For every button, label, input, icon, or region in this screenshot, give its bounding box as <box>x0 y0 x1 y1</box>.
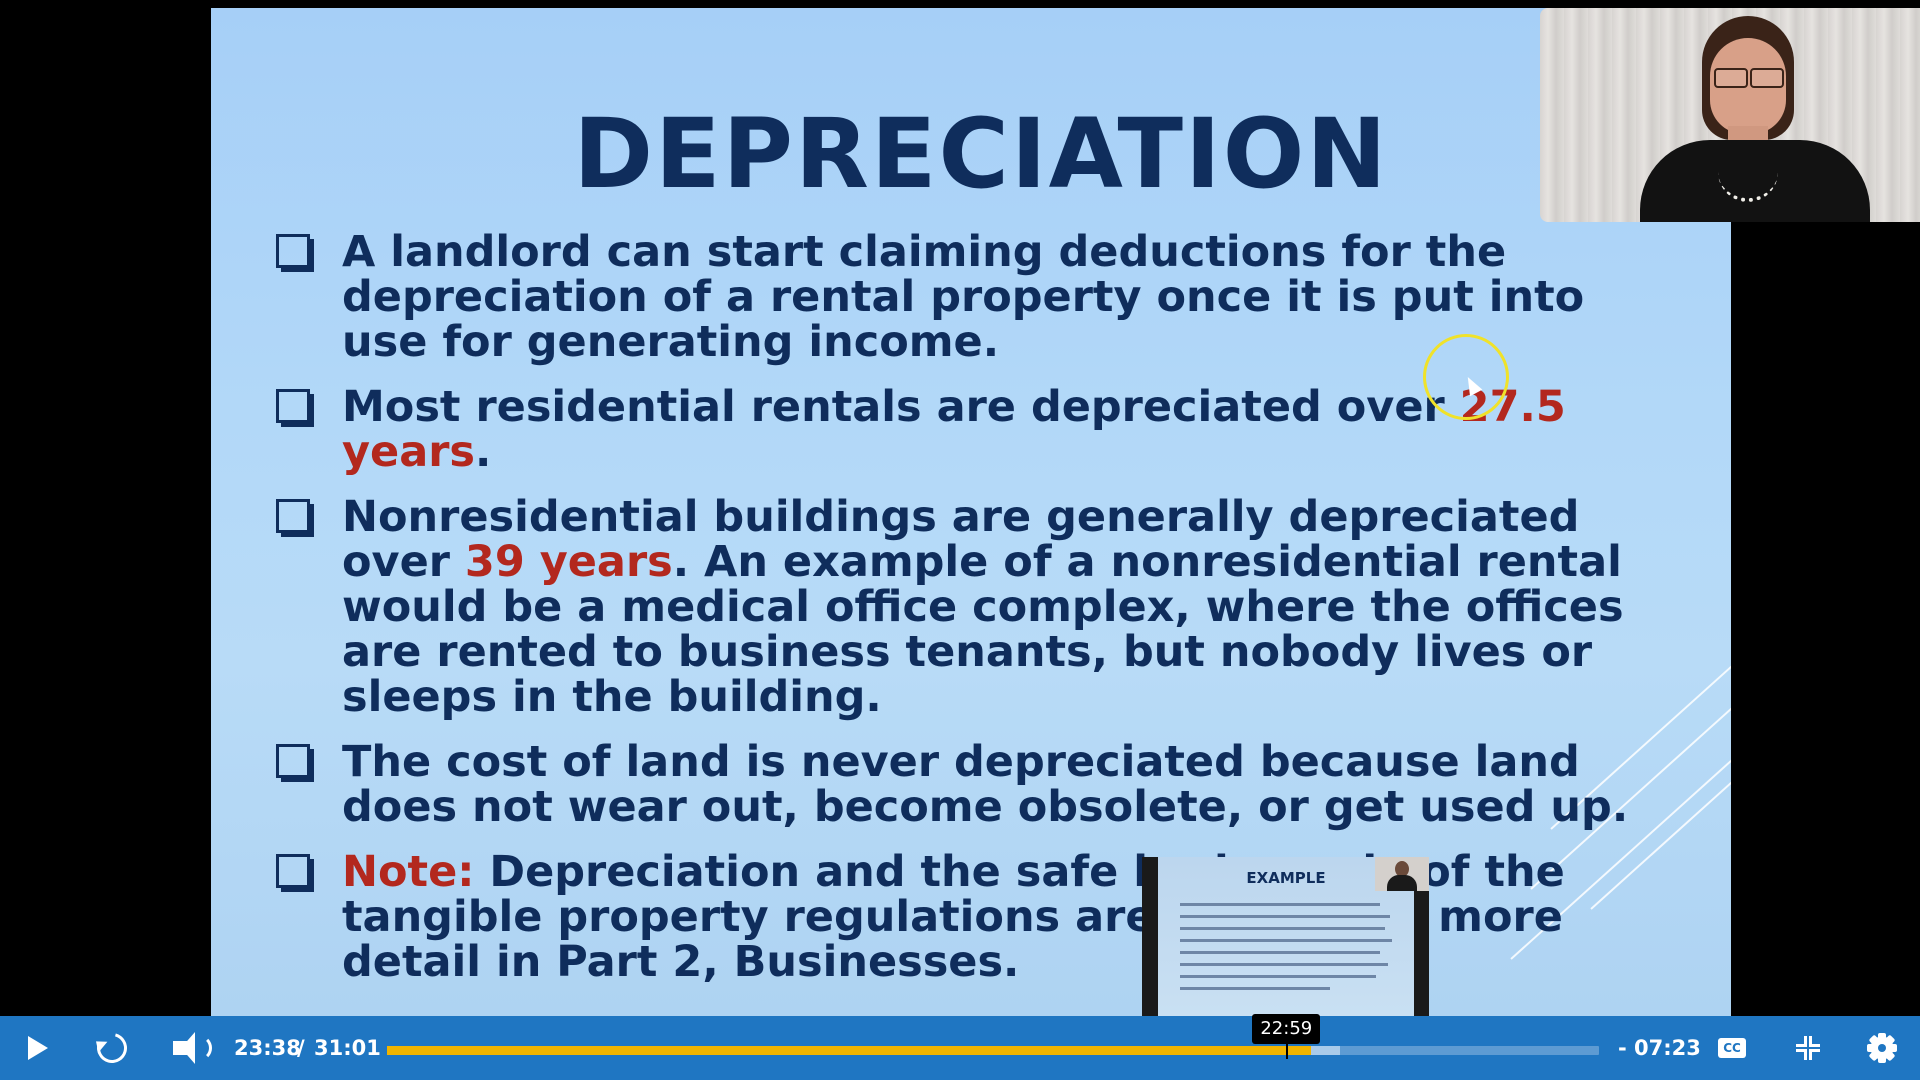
preview-title: EXAMPLE <box>1246 869 1326 887</box>
seek-hover-time: 22:59 <box>1252 1014 1321 1044</box>
seek-bar[interactable] <box>387 1042 1599 1059</box>
total-time: 31:01 <box>314 1036 381 1060</box>
bullet-item: A landlord can start claiming deductions… <box>276 230 1676 365</box>
closed-captions-icon: CC <box>1718 1038 1746 1058</box>
seek-hover-marker <box>1286 1042 1289 1059</box>
bullet-item: Most residential rentals are depreciated… <box>276 385 1676 475</box>
captions-button[interactable]: CC <box>1700 1016 1764 1080</box>
bullet-item: Note: Depreciation and the safe harbor r… <box>276 850 1676 985</box>
volume-waves-icon <box>199 1035 212 1061</box>
bullet-text: Nonresidential buildings are generally d… <box>342 492 1580 587</box>
bullet-text: . An example of a nonresidential rental … <box>342 537 1624 722</box>
bullet-text: Most residential rentals are depreciated… <box>342 382 1460 432</box>
bullet-text: A landlord can start claiming deductions… <box>342 227 1585 367</box>
exit-fullscreen-icon <box>1796 1036 1820 1060</box>
video-stage[interactable]: DEPRECIATION A landlord can start claimi… <box>0 0 1920 1016</box>
remaining-time: - 07:23 <box>1618 1036 1701 1060</box>
checkbox-bullet-icon <box>276 389 314 427</box>
preview-webcam <box>1375 857 1429 891</box>
checkbox-bullet-icon <box>276 744 314 782</box>
volume-button[interactable] <box>150 1016 222 1080</box>
checkbox-bullet-icon <box>276 854 314 892</box>
exit-fullscreen-button[interactable] <box>1776 1016 1840 1080</box>
gear-icon <box>1867 1033 1897 1063</box>
play-icon <box>28 1036 48 1060</box>
replay-button[interactable] <box>76 1016 148 1080</box>
checkbox-bullet-icon <box>276 234 314 272</box>
replay-icon <box>91 1027 133 1069</box>
bullet-item: Nonresidential buildings are generally d… <box>276 495 1676 720</box>
volume-icon <box>172 1032 195 1064</box>
play-button[interactable] <box>0 1016 76 1080</box>
time-separator: / <box>297 1036 305 1060</box>
bullet-text: . <box>475 427 492 477</box>
slide-title: DEPRECIATION <box>573 98 1389 210</box>
bullet-list: A landlord can start claiming deductions… <box>276 230 1676 985</box>
highlighted-text: Note: <box>342 847 475 897</box>
presentation-slide: DEPRECIATION A landlord can start claimi… <box>211 8 1731 1016</box>
cursor-highlight-ring <box>1423 334 1509 420</box>
bullet-text: The cost of land is never depreciated be… <box>342 737 1629 832</box>
bullet-item: The cost of land is never depreciated be… <box>276 740 1676 830</box>
seek-preview-thumbnail: EXAMPLE <box>1142 857 1429 1016</box>
checkbox-bullet-icon <box>276 499 314 537</box>
presenter-webcam <box>1540 8 1920 222</box>
current-time: 23:38 <box>234 1036 301 1060</box>
seek-played <box>387 1046 1311 1055</box>
settings-button[interactable] <box>1850 1016 1914 1080</box>
highlighted-text: 39 years <box>464 537 673 587</box>
